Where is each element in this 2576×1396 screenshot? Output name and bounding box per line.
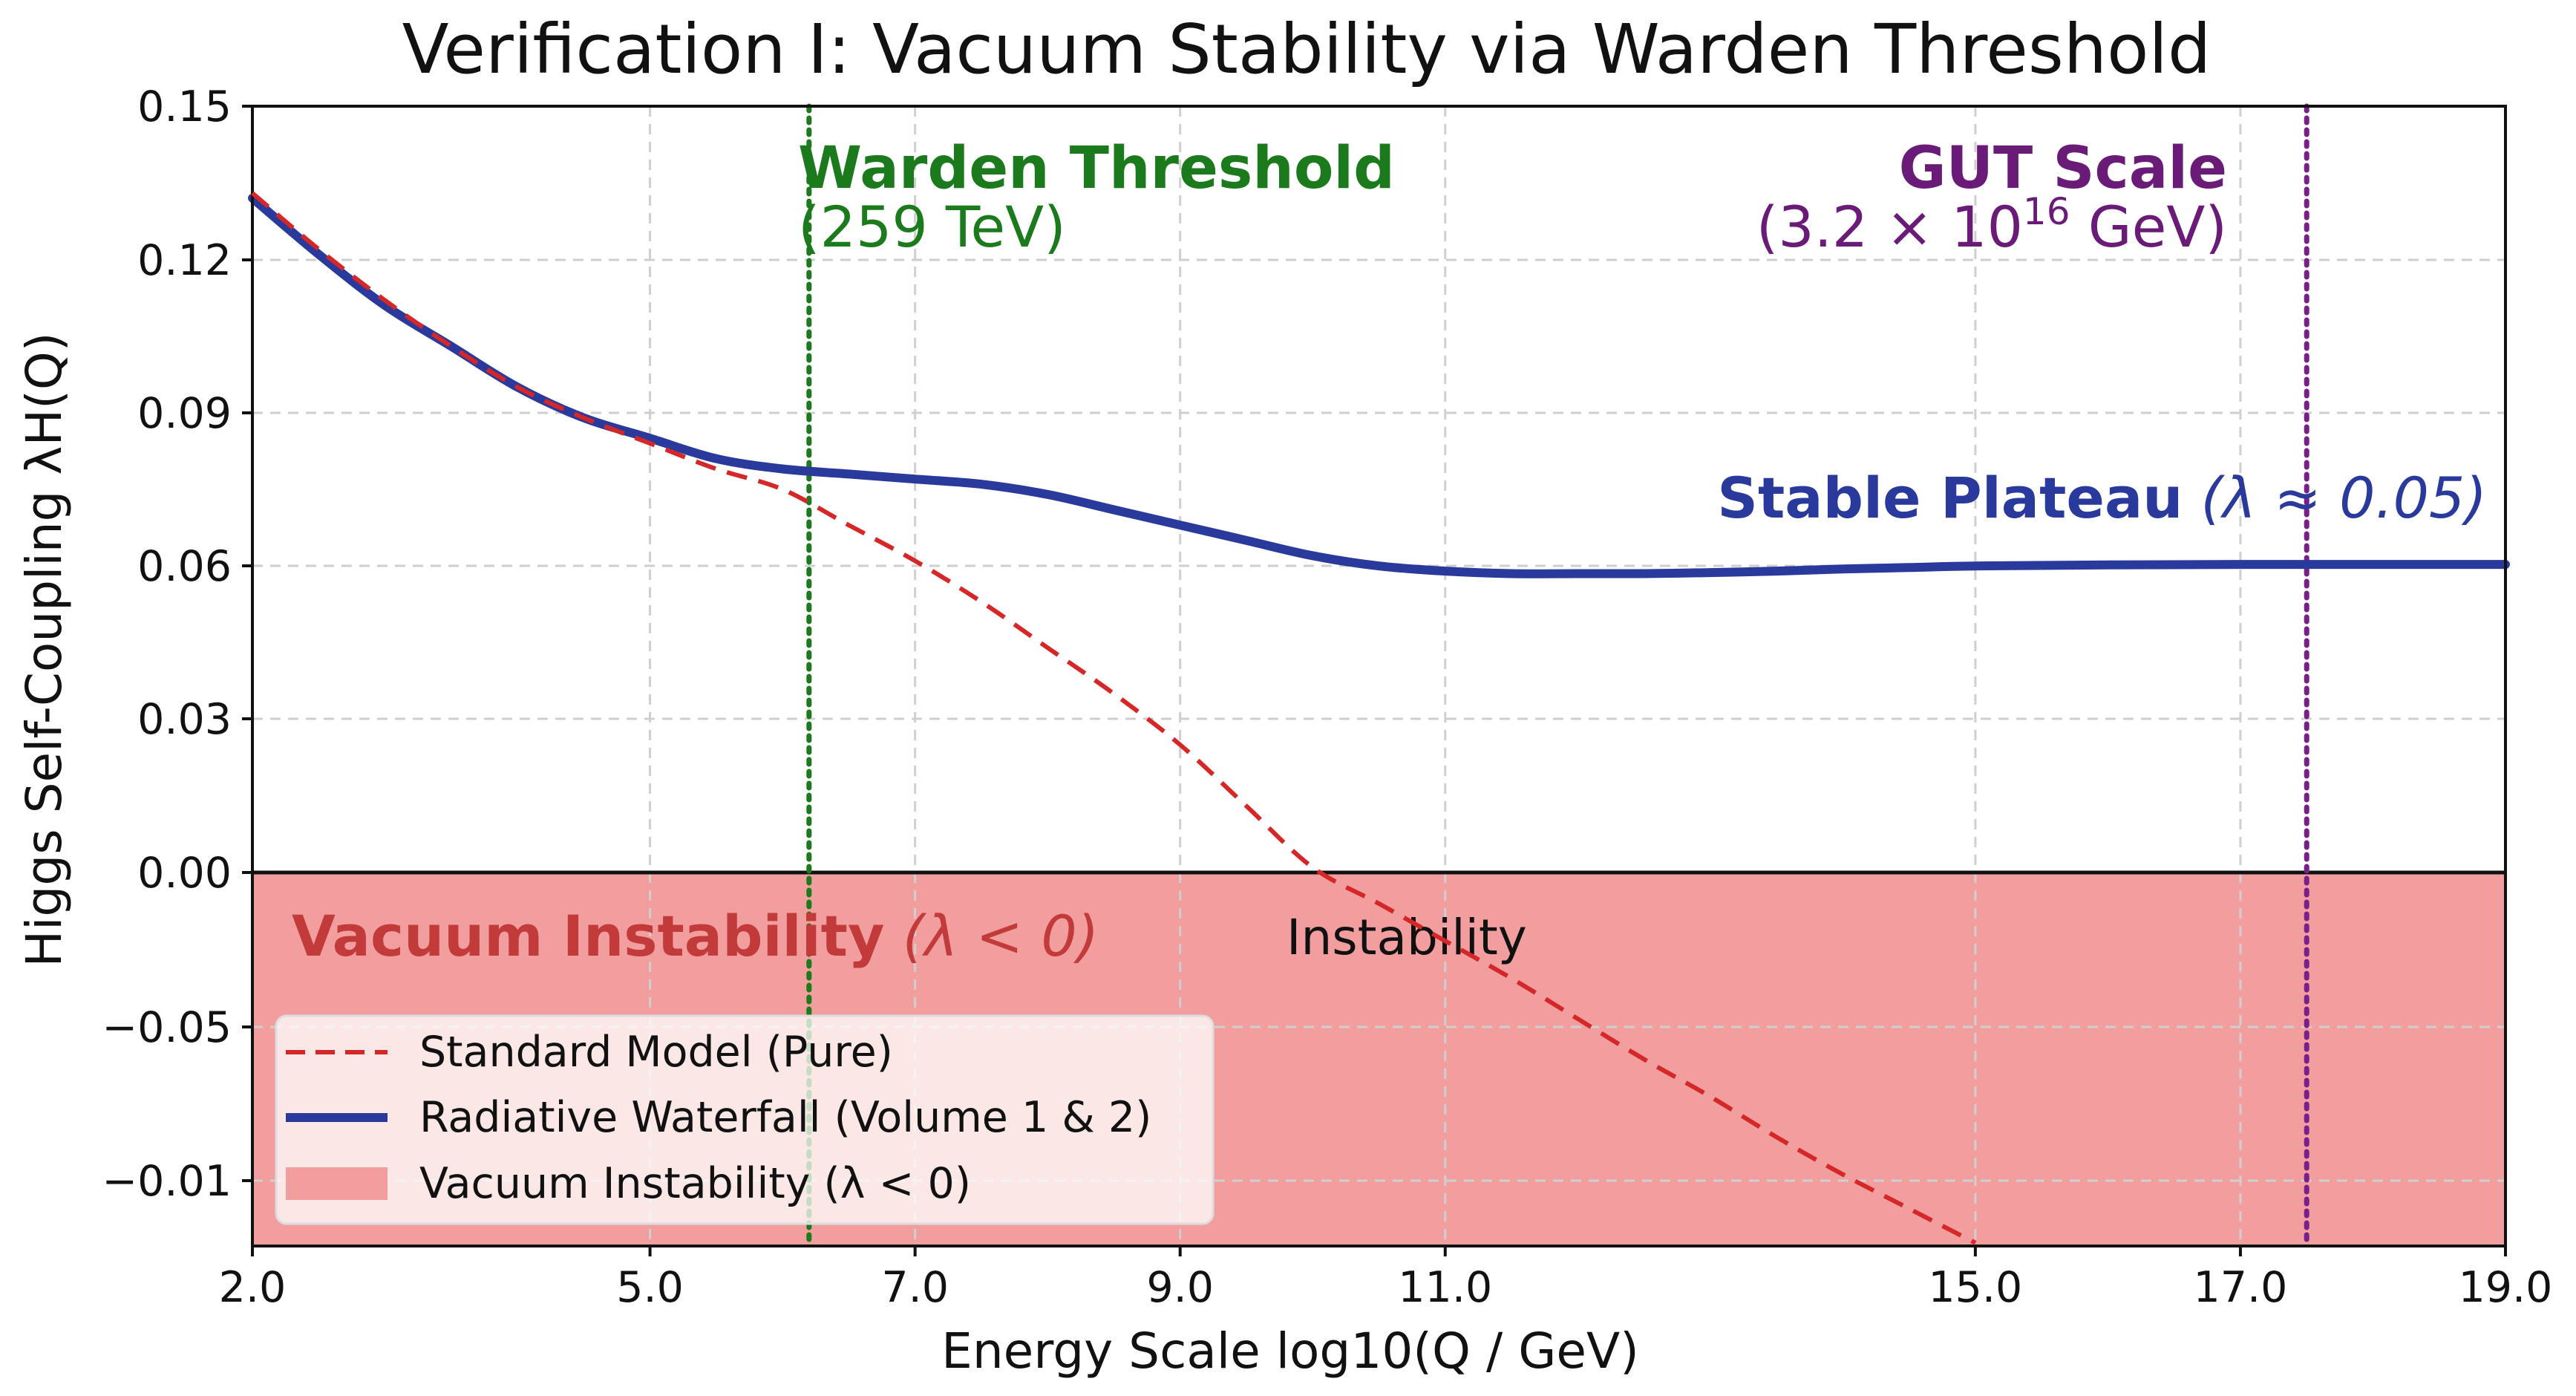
gut-scale-value-prefix: (3.2 × 10 [1756, 194, 2023, 260]
y-tick-label: 0.09 [137, 389, 232, 438]
stable-plateau-bold: Stable Plateau [1717, 465, 2183, 531]
y-axis-label: Higgs Self-Coupling λH(Q) [16, 332, 73, 967]
x-tick-label: 7.0 [881, 1263, 949, 1312]
legend-label-radiative-waterfall: Radiative Waterfall (Volume 1 & 2) [419, 1093, 1151, 1142]
vacuum-instability-label: Vacuum Instability (λ < 0) [292, 903, 1099, 969]
x-tick-label: 19.0 [2459, 1263, 2553, 1312]
y-tick-label: 0.00 [137, 849, 232, 898]
y-tick-label: 0.03 [137, 695, 232, 744]
warden-threshold-value: (259 TeV) [798, 194, 1066, 260]
x-tick-label: 11.0 [1398, 1263, 1492, 1312]
x-tick-label: 17.0 [2193, 1263, 2287, 1312]
gut-scale-label: GUT Scale [1899, 135, 2227, 202]
legend-label-standard-model: Standard Model (Pure) [419, 1028, 893, 1077]
axis-ticks: 2.0 5.0 7.0 9.0 11.0 15.0 17.0 19.0 0.15 0.12 0.09… [102, 82, 2552, 1312]
y-tick-label: −0.05 [102, 1003, 232, 1052]
warden-threshold-label: Warden Threshold [798, 135, 1395, 202]
y-tick-label: −0.01 [102, 1157, 232, 1206]
legend-swatch-vacuum-instability [286, 1167, 388, 1200]
y-tick-label: 0.06 [137, 542, 232, 591]
x-tick-label: 15.0 [1928, 1263, 2022, 1312]
stable-plateau-label: Stable Plateau (λ ≈ 0.05) [1717, 465, 2487, 531]
x-tick-label: 2.0 [219, 1263, 287, 1312]
y-tick-label: 0.12 [137, 236, 232, 285]
chart-title: Verification I: Vacuum Stability via War… [402, 10, 2211, 89]
legend-box [275, 1014, 1215, 1225]
gut-scale-value: (3.2 × 1016 GeV) [1756, 190, 2227, 260]
gut-scale-value-suffix: GeV) [2070, 194, 2227, 260]
vacuum-instability-math: (λ < 0) [885, 903, 1099, 969]
plot-frame [251, 105, 2507, 1247]
x-axis-label: Energy Scale log10(Q / GeV) [941, 1322, 1639, 1380]
legend-label-vacuum-instability: Vacuum Instability (λ < 0) [419, 1159, 971, 1208]
series-line-standard-model [251, 191, 1977, 1245]
gut-scale-value-exponent: 16 [2023, 190, 2070, 233]
vacuum-instability-bold: Vacuum Instability [292, 903, 885, 969]
x-tick-label: 9.0 [1146, 1263, 1214, 1312]
stable-plateau-math: (λ ≈ 0.05) [2183, 465, 2487, 531]
legend: Standard Model (Pure) Radiative Waterfal… [275, 1014, 1215, 1225]
x-tick-label: 5.0 [616, 1263, 684, 1312]
y-tick-label: 0.15 [137, 82, 232, 131]
